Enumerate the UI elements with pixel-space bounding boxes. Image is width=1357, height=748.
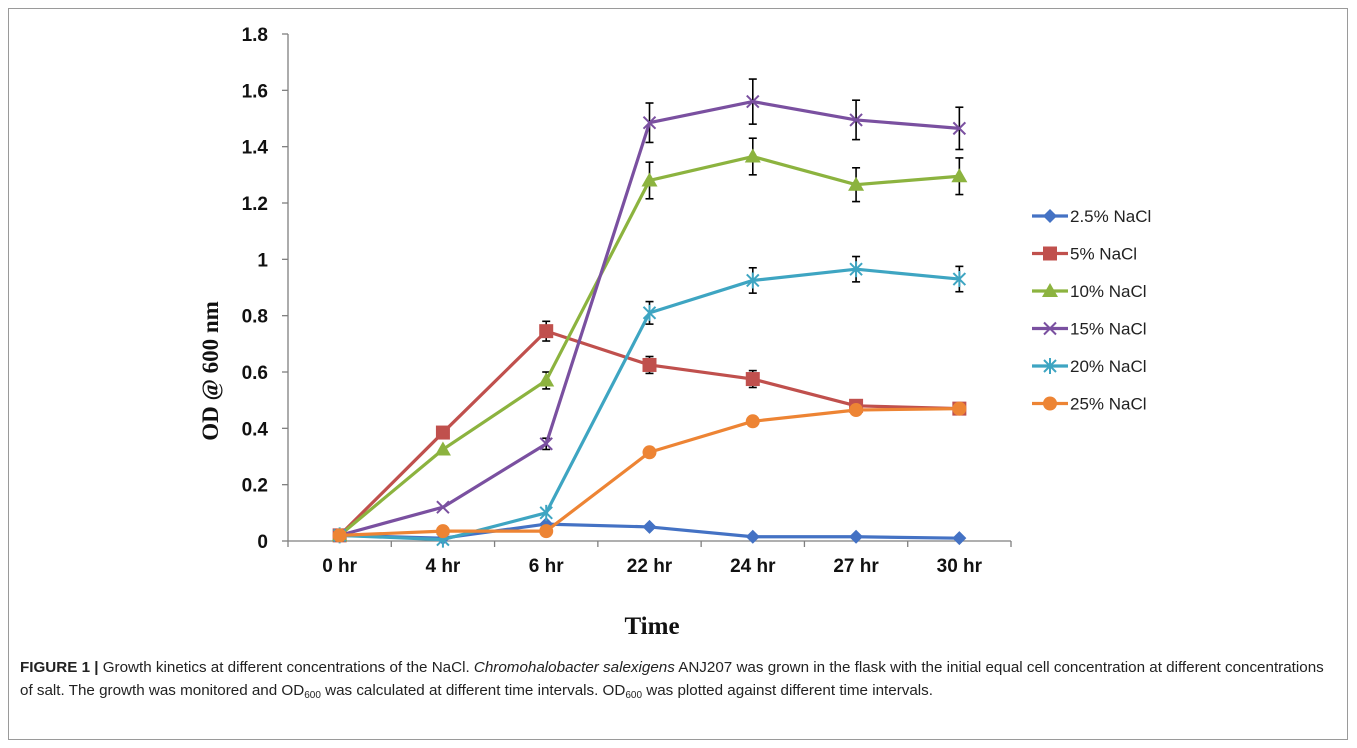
caption-text-2: ANJ207 was grown in the flask with the i… <box>20 659 1324 699</box>
square-marker <box>1043 246 1057 261</box>
figure-caption: FIGURE 1 | Growth kinetics at different … <box>20 656 1338 702</box>
y-tick-label: 1.6 <box>242 81 268 102</box>
x-tick-label: 6 hr <box>529 556 564 577</box>
star-marker <box>642 304 657 321</box>
x-marker <box>746 94 760 109</box>
x-tick-label: 0 hr <box>322 556 357 577</box>
caption-subscript-1: 600 <box>304 690 321 701</box>
x-axis-title: Time <box>624 613 679 640</box>
x-marker <box>642 116 657 130</box>
triangle-marker <box>538 372 555 387</box>
circle-marker <box>745 414 760 429</box>
legend-label: 2.5% NaCl <box>1070 207 1151 226</box>
square-marker <box>642 357 657 372</box>
diamond-marker <box>1043 209 1057 223</box>
star-marker <box>746 272 760 289</box>
circle-marker <box>952 401 967 416</box>
circle-marker <box>332 528 347 543</box>
circle-marker <box>435 524 450 539</box>
legend-label: 20% NaCl <box>1070 357 1147 376</box>
x-marker <box>539 437 553 451</box>
triangle-marker <box>951 168 968 183</box>
x-tick-label: 22 hr <box>627 556 673 577</box>
star-marker <box>539 504 553 521</box>
legend-label: 25% NaCl <box>1070 395 1147 414</box>
legend-label: 5% NaCl <box>1070 245 1137 264</box>
circle-marker <box>1043 396 1057 411</box>
y-axis-title: OD @ 600 nm <box>198 301 224 441</box>
triangle-marker <box>641 172 658 187</box>
diamond-marker <box>745 529 760 544</box>
y-tick-label: 1.4 <box>242 138 269 159</box>
x-tick-label: 27 hr <box>833 556 879 577</box>
y-tick-label: 0.2 <box>242 476 268 497</box>
diamond-marker <box>952 531 967 546</box>
y-tick-label: 1 <box>257 250 268 271</box>
circle-marker <box>642 445 657 460</box>
star-marker <box>849 261 863 278</box>
y-tick-label: 0 <box>257 532 268 553</box>
series-lines <box>331 94 968 548</box>
caption-subscript-2: 600 <box>625 690 643 701</box>
triangle-marker <box>1042 283 1058 297</box>
legend: 2.5% NaCl 5% NaCl 10% NaCl 15% NaCl 20% NaCl… <box>1032 207 1151 414</box>
caption-text-4: was plotted against different time inter… <box>642 682 933 699</box>
diamond-marker <box>642 519 657 534</box>
caption-text-3: was calculated at different time interva… <box>320 682 626 699</box>
figure-frame <box>8 8 1348 740</box>
y-tick-label: 0.6 <box>242 363 268 384</box>
y-tick-label: 0.4 <box>242 419 269 440</box>
diamond-marker <box>849 529 864 544</box>
square-marker <box>745 372 760 387</box>
x-marker <box>1043 321 1057 336</box>
axes: 0 0.2 0.4 0.6 0.8 1 1.2 1.4 1.6 1.8 0 hr 4 hr 6 hr 22… <box>242 25 1012 577</box>
caption-text-1: Growth kinetics at different concentrati… <box>98 659 474 676</box>
triangle-marker <box>434 441 451 456</box>
series-line <box>339 407 960 537</box>
y-tick-label: 1.8 <box>242 25 268 46</box>
star-marker <box>952 271 967 288</box>
triangle-marker <box>744 148 761 163</box>
x-marker <box>849 113 863 127</box>
series-line <box>338 154 960 537</box>
circle-marker <box>849 403 864 418</box>
x-tick-label: 4 hr <box>425 556 460 577</box>
triangle-marker <box>848 176 865 191</box>
square-marker <box>435 425 450 440</box>
circle-marker <box>539 524 554 539</box>
x-tick-label: 24 hr <box>730 556 776 577</box>
y-tick-label: 0.8 <box>242 307 268 328</box>
x-marker <box>952 121 967 136</box>
legend-label: 15% NaCl <box>1070 320 1147 339</box>
caption-label: FIGURE 1 | <box>20 659 99 676</box>
star-marker <box>1043 358 1057 374</box>
caption-species: Chromohalobacter salexigens <box>473 659 675 676</box>
line-chart: 0 0.2 0.4 0.6 0.8 1 1.2 1.4 1.6 1.8 0 hr 4 hr 6 hr 22… <box>198 25 1151 640</box>
x-marker <box>436 500 450 514</box>
legend-label: 10% NaCl <box>1070 282 1147 301</box>
square-marker <box>539 324 554 339</box>
x-tick-label: 30 hr <box>937 556 983 577</box>
y-tick-label: 1.2 <box>242 194 268 215</box>
